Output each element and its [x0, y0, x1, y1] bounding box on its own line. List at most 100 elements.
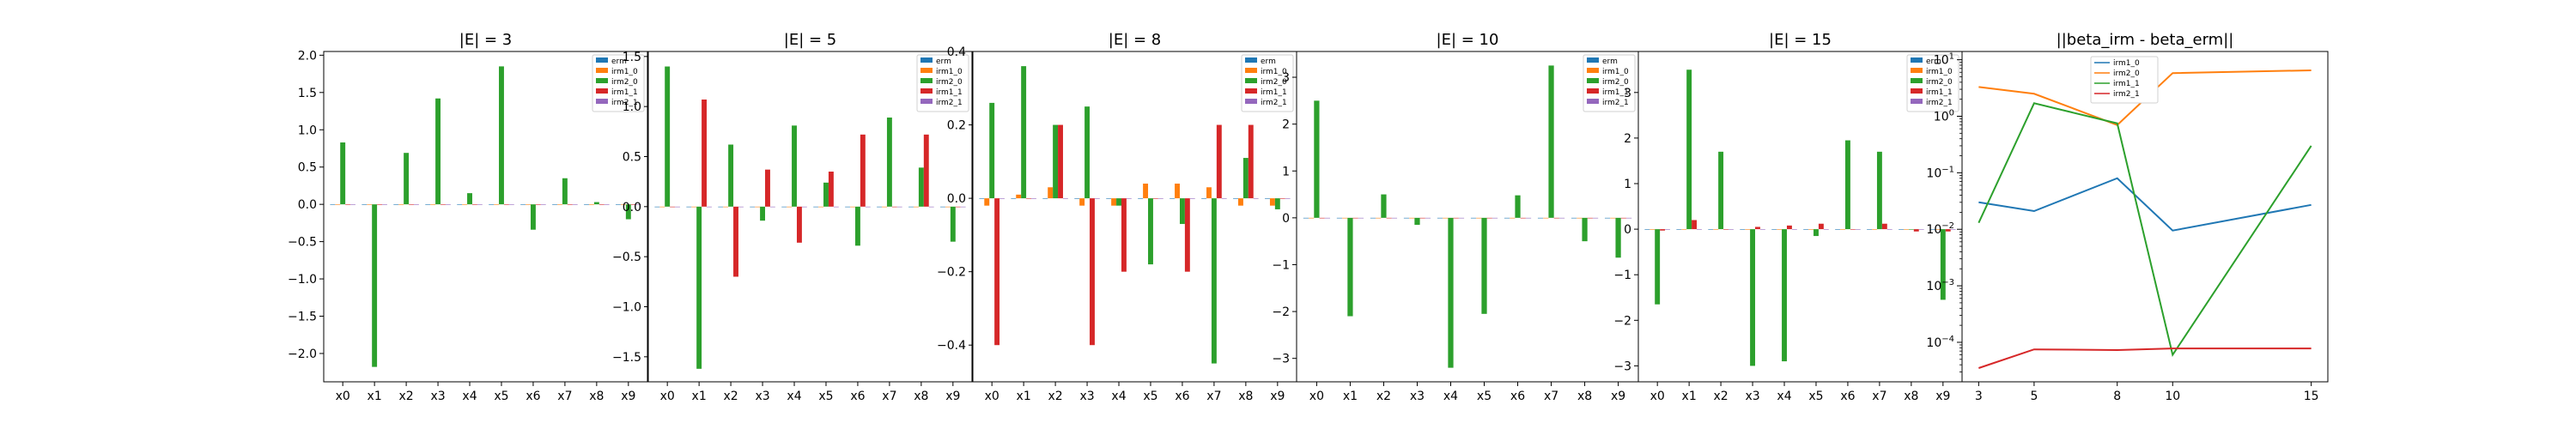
bar-erm [750, 206, 756, 208]
chart-title: |E| = 8 [1109, 31, 1161, 49]
bar-irm1_1 [1419, 217, 1425, 219]
bar-erm [908, 206, 914, 208]
y-tick-label: −1 [1613, 269, 1631, 282]
plot-frame [647, 51, 973, 383]
y-tick-label: 10−1 [1926, 165, 1954, 180]
x-tick-label: x0 [985, 390, 999, 403]
y-tick-label: 0 [1282, 212, 1290, 226]
bar-irm1_1 [1755, 227, 1760, 230]
x-tick-label: x9 [621, 390, 635, 403]
y-tick-label: −3 [1613, 360, 1631, 373]
legend-label: irm1_1 [1261, 88, 1287, 97]
bar-irm1_1 [1486, 217, 1492, 219]
y-tick-exponent: −4 [1941, 335, 1954, 344]
bar-irm2_0 [1179, 198, 1185, 225]
bar-irm2_1 [350, 204, 355, 205]
legend-label: irm1_0 [936, 68, 963, 76]
bar-irm1_0 [1206, 187, 1212, 199]
bar-irm2_1 [508, 204, 514, 205]
bar-irm2_0 [1718, 151, 1724, 230]
bar-irm2_1 [1759, 229, 1765, 230]
y-tick-label: 1 [1624, 178, 1631, 191]
bar-irm2_0 [1274, 198, 1280, 209]
bar-irm1_1 [828, 172, 834, 207]
y-tick-label: 2.0 [298, 49, 317, 63]
legend-label: irm2_1 [1602, 99, 1629, 107]
y-tick-label: −2 [1613, 314, 1631, 328]
bar-erm [552, 204, 558, 205]
bar-erm [718, 206, 724, 208]
bar-irm2_1 [896, 206, 902, 208]
bar-irm1_1 [1352, 217, 1358, 219]
bar-irm2_0 [665, 66, 671, 207]
bar-irm1_0 [494, 204, 500, 205]
bar-irm2_0 [1844, 140, 1850, 230]
legend-swatch [920, 88, 933, 94]
bar-irm1_0 [1577, 217, 1583, 219]
bar-erm [361, 204, 368, 205]
bar-erm [1676, 229, 1682, 230]
bar-erm [1042, 198, 1048, 199]
bar-irm1_1 [598, 204, 605, 205]
bar-erm [1437, 217, 1443, 219]
y-tick-label: 1.0 [623, 100, 641, 114]
legend-label: irm2_1 [2113, 90, 2140, 99]
bar-erm [1370, 217, 1376, 219]
bar-irm1_1 [1453, 217, 1459, 219]
bar-irm1_0 [1903, 229, 1909, 230]
bar-irm1_0 [588, 204, 594, 205]
bar-erm [457, 204, 463, 205]
x-tick-label: x2 [723, 390, 738, 403]
bar-irm1_1 [503, 204, 509, 205]
y-tick-label: −1.5 [288, 311, 317, 324]
legend-swatch [596, 68, 608, 73]
line-irm1_0 [1978, 177, 2312, 232]
legend-label: irm2_0 [1602, 78, 1629, 87]
chart-panel-3: |E| = 10 3 2 1 0 −1 −2 −3 x0 x1 x2 x3 x4 x5 x6 x7 x8 x9 [1272, 31, 1639, 403]
x-tick-label: 15 [2304, 390, 2319, 403]
bar-erm [1644, 229, 1650, 230]
bar-erm [1867, 229, 1873, 230]
y-tick-base: 10 [1926, 166, 1941, 180]
bar-irm2_0 [1908, 229, 1914, 230]
bar-irm1_1 [1184, 198, 1190, 272]
bar-irm1_1 [702, 100, 708, 207]
chart-panel-1: |E| = 5 1.5 1.0 0.5 0.0 −0.5 −1.0 −1.5 x0 x1 x2 x3 x… [612, 31, 973, 403]
y-tick-label: 3 [1282, 71, 1290, 85]
y-tick-label: −2 [1272, 305, 1290, 319]
bar-irm1_1 [1058, 124, 1063, 199]
legend-label: irm1_1 [1926, 88, 1953, 97]
bar-irm1_0 [557, 204, 562, 205]
bar-erm [1074, 198, 1080, 199]
bar-erm [1740, 229, 1746, 230]
bar-erm [1899, 229, 1904, 230]
bar-irm1_1 [670, 206, 676, 208]
bar-irm2_1 [1358, 217, 1364, 219]
legend-box [2090, 56, 2159, 104]
bar-irm1_0 [1610, 217, 1616, 219]
bar-irm1_0 [850, 206, 855, 208]
y-tick-exponent: −3 [1941, 278, 1954, 287]
x-tick-label: 8 [2113, 390, 2121, 403]
bar-irm2_0 [1053, 124, 1059, 199]
bar-irm2_0 [1582, 217, 1588, 242]
legend-swatch [1911, 68, 1923, 73]
legend-swatch [1245, 99, 1257, 104]
bar-irm1_1 [1786, 225, 1792, 230]
x-tick-label: x6 [1510, 390, 1525, 403]
bar-irm1_0 [945, 206, 951, 208]
bar-irm2_1 [801, 206, 807, 208]
bar-irm1_1 [733, 206, 738, 277]
bar-irm2_1 [707, 206, 712, 208]
x-tick-label: x3 [1410, 390, 1425, 403]
y-tick-label: 101 [1934, 52, 1954, 68]
legend-label: irm1_1 [1602, 88, 1629, 97]
bar-erm [520, 204, 526, 205]
bar-irm1_1 [1660, 229, 1666, 231]
y-tick-label: 3 [1624, 87, 1631, 100]
bar-irm2_0 [1814, 229, 1819, 237]
bar-irm2_0 [1211, 198, 1217, 364]
